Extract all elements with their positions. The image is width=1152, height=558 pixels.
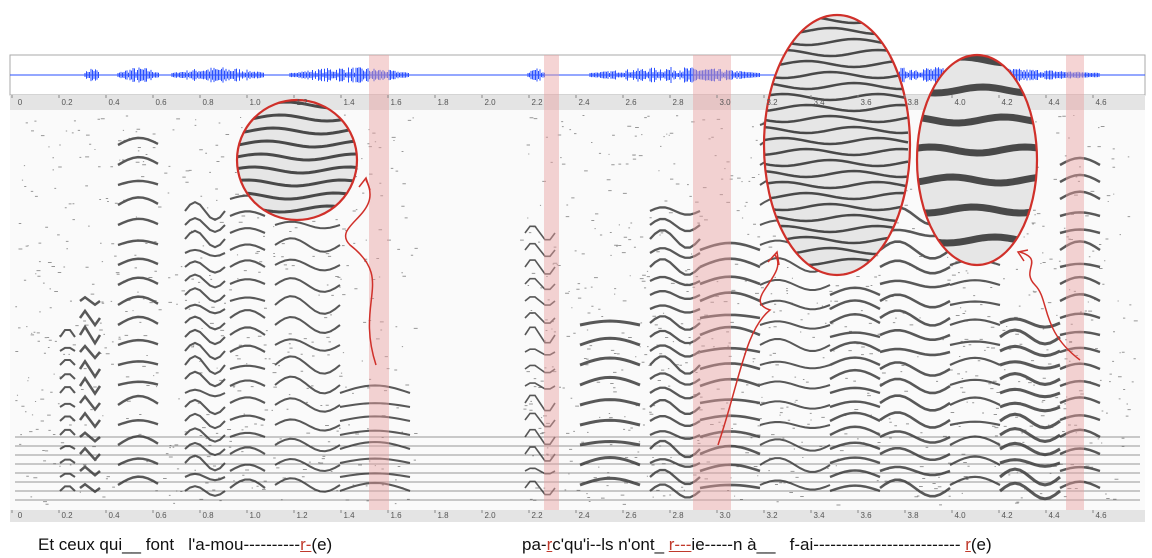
tick-label: 4.0 bbox=[954, 511, 966, 520]
lyric-segment: (e) bbox=[970, 535, 992, 554]
tick-label: 0 bbox=[18, 511, 23, 520]
harmonics bbox=[699, 241, 761, 490]
lyric-line: pa-rc'qu'i--ls n'ont_ r---ie-----n à__ f… bbox=[522, 535, 992, 555]
tick-label: 3.8 bbox=[907, 98, 919, 107]
arrow bbox=[717, 254, 779, 446]
tick-label: 1.8 bbox=[437, 98, 449, 107]
tick-label: 2.0 bbox=[484, 511, 496, 520]
arrowhead bbox=[767, 250, 780, 266]
tick-label: 1.4 bbox=[343, 511, 355, 520]
tick-label: 3.6 bbox=[860, 98, 872, 107]
harmonics bbox=[117, 136, 159, 487]
tick-label: 2.4 bbox=[578, 98, 590, 107]
tick-label: 3.4 bbox=[813, 511, 825, 520]
tick-label: 0 bbox=[18, 98, 23, 107]
inset-outline bbox=[235, 98, 359, 222]
tick-label: 2.6 bbox=[625, 98, 637, 107]
low-bands bbox=[15, 436, 1140, 501]
arrowhead bbox=[1016, 249, 1029, 262]
harmonics bbox=[829, 286, 881, 493]
tick-label: 4.6 bbox=[1095, 98, 1107, 107]
tick-label: 1.4 bbox=[343, 98, 355, 107]
tick-label: 4.6 bbox=[1095, 511, 1107, 520]
lyric-segment: pa- bbox=[522, 535, 547, 554]
tick-label: 1.2 bbox=[296, 98, 308, 107]
lyric-segment: Et ceux qui__ font l'a-mou---------- bbox=[38, 535, 301, 554]
tick-label: 2.8 bbox=[672, 511, 684, 520]
callouts bbox=[235, 13, 1081, 446]
tick-label: 0.6 bbox=[155, 511, 167, 520]
tick-label: 4.0 bbox=[954, 98, 966, 107]
tick-label: 0.8 bbox=[202, 98, 214, 107]
harmonics bbox=[579, 319, 641, 487]
highlighted-r: r bbox=[965, 535, 971, 554]
lyrics: Et ceux qui__ font l'a-mou----------r-(e… bbox=[0, 535, 1152, 557]
tick-label: 0.8 bbox=[202, 511, 214, 520]
lyric-segment: c'qu'i--ls n'ont_ bbox=[552, 535, 669, 554]
tick-label: 0.4 bbox=[108, 511, 120, 520]
highlight-band bbox=[369, 55, 389, 510]
harmonics bbox=[229, 194, 266, 489]
inset-zoom bbox=[764, 15, 910, 275]
tick-label: 3.8 bbox=[907, 511, 919, 520]
tick-label: 2.4 bbox=[578, 511, 590, 520]
harmonics bbox=[274, 220, 341, 493]
arrow bbox=[1019, 251, 1081, 361]
inset-zoom bbox=[917, 55, 1037, 265]
tick-label: 4.4 bbox=[1048, 98, 1060, 107]
tick-label: 4.2 bbox=[1001, 511, 1013, 520]
highlight-band bbox=[544, 55, 559, 510]
lyric-segment: ie-----n à__ f-ai-----------------------… bbox=[691, 535, 966, 554]
tick-label: 3.0 bbox=[719, 98, 731, 107]
tick-label: 1.6 bbox=[390, 511, 402, 520]
highlighted-r: r- bbox=[300, 535, 312, 554]
noise bbox=[15, 114, 1138, 506]
highlighted-r: r bbox=[546, 535, 553, 554]
tick-label: 2.2 bbox=[531, 98, 543, 107]
inset-zoom bbox=[237, 100, 357, 220]
tick-label: 0.2 bbox=[61, 98, 73, 107]
tick-label: 1.8 bbox=[437, 511, 449, 520]
highlight-band bbox=[1066, 55, 1084, 510]
tick-label: 2.2 bbox=[531, 511, 543, 520]
spectrogram bbox=[15, 114, 1140, 506]
inset-outline bbox=[915, 53, 1039, 267]
tick-label: 3.4 bbox=[813, 98, 825, 107]
tick-label: 1.6 bbox=[390, 98, 402, 107]
lyric-segment: (e) bbox=[311, 535, 333, 554]
tick-label: 4.2 bbox=[1001, 98, 1013, 107]
tick-label: 3.0 bbox=[719, 511, 731, 520]
tick-label: 2.0 bbox=[484, 98, 496, 107]
tick-label: 0.6 bbox=[155, 98, 167, 107]
tick-label: 4.4 bbox=[1048, 511, 1060, 520]
harmonics bbox=[78, 295, 102, 494]
arrow bbox=[344, 179, 377, 366]
inset-outline bbox=[762, 13, 912, 277]
arrowhead bbox=[358, 176, 371, 191]
lyric-line: Et ceux qui__ font l'a-mou----------r-(e… bbox=[38, 535, 332, 555]
inset-stripes bbox=[917, 55, 1037, 247]
inset-stripes bbox=[237, 100, 357, 214]
tick-label: 3.6 bbox=[860, 511, 872, 520]
highlighted-r: r--- bbox=[668, 535, 692, 554]
tick-label: 2.6 bbox=[625, 511, 637, 520]
highlight-bands bbox=[369, 55, 1084, 510]
tick-label: 1.0 bbox=[249, 98, 261, 107]
tick-label: 3.2 bbox=[766, 511, 778, 520]
tick-label: 1.0 bbox=[249, 511, 261, 520]
tick-label: 0.4 bbox=[108, 98, 120, 107]
spectrogram-figure: 0 0 0.2 0.2 0.4 0.4 0.6 0.6 0.8 0.8 1.0 1.0 1.2 1.2 1.… bbox=[9, 13, 1146, 522]
tick-label: 3.2 bbox=[766, 98, 778, 107]
inset-stripes bbox=[764, 15, 909, 275]
tick-label: 0.2 bbox=[61, 511, 73, 520]
highlight-band bbox=[693, 55, 731, 510]
tick-label: 1.2 bbox=[296, 511, 308, 520]
tick-label: 2.8 bbox=[672, 98, 684, 107]
